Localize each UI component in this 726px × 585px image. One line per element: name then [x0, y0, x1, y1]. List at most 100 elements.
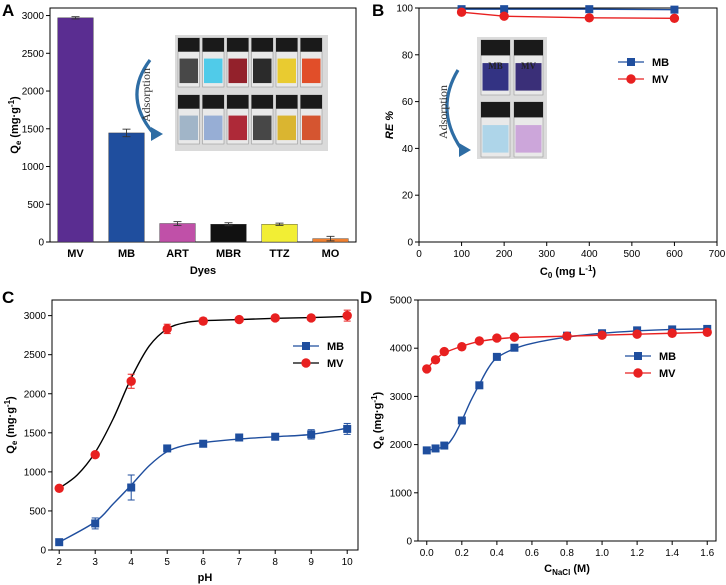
- x-tick-label: 0: [416, 249, 422, 260]
- x-tick-label: 0.4: [490, 548, 504, 559]
- vial-cap: [514, 40, 543, 56]
- data-point-mv: [457, 342, 467, 352]
- vial-cap: [514, 102, 543, 118]
- x-tick-label: 4: [128, 557, 134, 568]
- data-point-mv: [422, 364, 432, 374]
- inset-photo-a: Adsorption: [135, 35, 328, 151]
- x-tick-label: 6: [200, 557, 206, 568]
- vial-before: [177, 37, 200, 88]
- inset-photo-b: MB MV Adsorption: [436, 37, 547, 159]
- data-point-mv: [162, 324, 172, 334]
- x-tick-label: 500: [624, 249, 641, 260]
- data-point-mv: [234, 314, 244, 325]
- y-tick-label: 0: [38, 238, 44, 249]
- x-tick-label: 600: [666, 249, 683, 260]
- vial-liquid: [515, 63, 542, 91]
- y-tick-label: 4000: [390, 344, 413, 355]
- legend-marker-mb: [634, 352, 642, 360]
- y-tick-label: 2000: [22, 87, 45, 98]
- x-tick-label: 3: [92, 557, 98, 568]
- y-axis-label: Qe (mg·g-1): [7, 96, 23, 154]
- vial-cap: [251, 95, 273, 109]
- x-tick-label: 300: [538, 249, 555, 260]
- vial-liquid: [204, 115, 223, 141]
- vial-cap: [227, 95, 249, 109]
- x-tick-label: 0.0: [420, 548, 434, 559]
- x-category-label: MBR: [216, 248, 241, 260]
- x-tick-label: 1.4: [665, 548, 679, 559]
- y-axis-label: Qe (mg·g-1): [3, 396, 19, 454]
- y-tick-label: 3000: [24, 311, 47, 322]
- vial-cap: [227, 38, 249, 52]
- data-point-mb: [492, 352, 501, 361]
- vial-label-mb: MB: [488, 61, 503, 71]
- inset-label-adsorption: Adsorption: [436, 85, 450, 139]
- y-tick-label: 100: [396, 4, 413, 15]
- vial-mb-after: [480, 101, 511, 158]
- vial-liquid: [515, 125, 542, 153]
- x-tick-label: 0.8: [560, 548, 574, 559]
- legend-marker-mv: [301, 358, 311, 368]
- x-tick-label: 10: [342, 557, 354, 568]
- data-point-mv: [90, 449, 100, 460]
- vial-before: [202, 37, 225, 88]
- y-tick-label: 3000: [390, 392, 413, 403]
- bar-art: [159, 223, 196, 243]
- data-point-mb: [199, 439, 208, 448]
- data-point-mb: [585, 5, 594, 14]
- vial-after: [177, 94, 200, 145]
- x-tick-label: 2: [56, 557, 62, 568]
- data-point-mb: [431, 444, 440, 453]
- data-point-mb: [307, 430, 316, 439]
- plot-frame: [51, 299, 359, 551]
- fit-curve-mb: [426, 328, 708, 452]
- x-axis-label: CNaCl (M): [544, 563, 590, 577]
- legend-label-mb: MB: [327, 341, 344, 353]
- x-category-label: TTZ: [269, 248, 289, 260]
- data-point-mb: [457, 416, 466, 425]
- x-category-label: MO: [322, 248, 340, 260]
- y-tick-label: 1000: [24, 467, 47, 478]
- vial-cap: [202, 95, 224, 109]
- x-tick-label: 9: [308, 557, 314, 568]
- x-tick-label: 5: [164, 557, 170, 568]
- data-point-mv: [439, 346, 449, 357]
- vial-before: [275, 37, 298, 88]
- data-point-mv: [597, 330, 607, 340]
- vial-cap: [300, 95, 322, 109]
- y-tick-label: 1500: [22, 124, 45, 135]
- vial-cap: [481, 40, 510, 56]
- legend-label-mv: MV: [659, 368, 676, 380]
- x-tick-label: 8: [272, 557, 278, 568]
- x-axis-label: C0 (mg L-1): [540, 264, 597, 280]
- y-axis-label: Qe (mg·g-1): [370, 391, 386, 449]
- data-point-mv: [667, 328, 677, 338]
- data-point-mv: [562, 331, 572, 341]
- data-point-mb: [422, 446, 431, 455]
- bar-mv: [57, 17, 94, 243]
- data-point-mv: [270, 313, 280, 323]
- vial-liquid: [179, 115, 198, 141]
- y-tick-label: 1000: [390, 488, 413, 499]
- y-tick-label: 2000: [24, 389, 47, 400]
- adsorption-arrow-a-shaft: [135, 59, 156, 136]
- x-tick-label: 0.2: [455, 548, 469, 559]
- y-tick-label: 0: [40, 546, 46, 557]
- data-point-mv: [584, 13, 594, 23]
- data-point-mv: [702, 327, 712, 337]
- legend-label-mv: MV: [327, 358, 344, 370]
- data-point-mb: [271, 432, 280, 441]
- adsorption-arrow-b-head: [459, 143, 471, 157]
- data-point-mv: [342, 310, 352, 321]
- data-point-mv: [499, 11, 509, 21]
- plot-frame: [49, 7, 357, 243]
- data-point-mb: [91, 519, 100, 528]
- y-tick-label: 0: [406, 537, 412, 548]
- data-point-mb: [510, 343, 519, 352]
- y-tick-label: 2500: [22, 49, 45, 60]
- data-point-mb: [670, 5, 679, 14]
- vial-liquid: [302, 115, 321, 141]
- x-axis-label: pH: [198, 572, 213, 584]
- vial-liquid: [302, 58, 321, 84]
